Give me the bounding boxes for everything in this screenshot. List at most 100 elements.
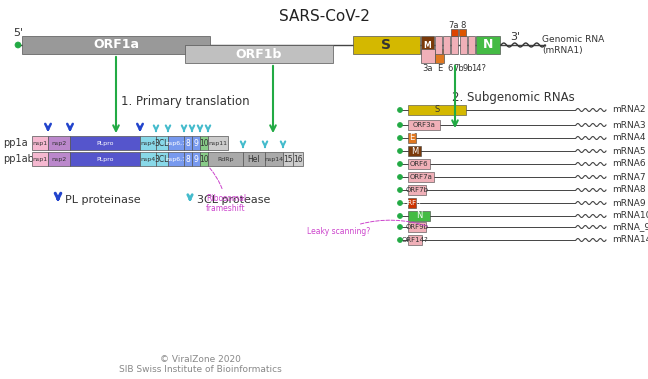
- Bar: [293, 152, 303, 166]
- Text: 9b: 9b: [463, 64, 473, 73]
- Bar: [408, 172, 434, 182]
- Text: SARS-CoV-2: SARS-CoV-2: [279, 9, 369, 24]
- Text: 10: 10: [199, 138, 209, 147]
- Bar: [184, 152, 192, 166]
- Bar: [168, 136, 184, 150]
- Text: M: M: [423, 41, 431, 50]
- Bar: [408, 185, 426, 195]
- Circle shape: [397, 224, 402, 230]
- Circle shape: [397, 161, 402, 166]
- Bar: [48, 136, 70, 150]
- Circle shape: [397, 136, 402, 141]
- Text: 3': 3': [510, 32, 520, 42]
- Text: mRNA_9b: mRNA_9b: [612, 222, 648, 232]
- Text: pp1ab: pp1ab: [3, 154, 34, 164]
- Text: ORF6: ORF6: [410, 161, 428, 167]
- Text: pp1a: pp1a: [3, 138, 28, 148]
- Text: mRNA5: mRNA5: [612, 147, 645, 155]
- Text: E: E: [437, 64, 443, 73]
- Text: nsp4: nsp4: [141, 141, 156, 146]
- Text: (mRNA1): (mRNA1): [542, 45, 583, 55]
- Text: nsp1: nsp1: [32, 141, 47, 146]
- Text: ORF9b: ORF9b: [406, 224, 428, 230]
- Bar: [408, 105, 466, 115]
- Text: ORF3a: ORF3a: [413, 122, 435, 128]
- Bar: [459, 29, 466, 36]
- Bar: [70, 136, 140, 150]
- Bar: [353, 36, 420, 54]
- Text: Hel: Hel: [248, 155, 260, 163]
- Text: 6: 6: [447, 64, 453, 73]
- Text: 15: 15: [283, 155, 293, 163]
- Bar: [443, 36, 450, 54]
- Text: ORF1a: ORF1a: [93, 39, 139, 52]
- Circle shape: [397, 213, 402, 219]
- Bar: [283, 152, 293, 166]
- Text: ORF7a: ORF7a: [410, 174, 432, 180]
- Text: mRNA8: mRNA8: [612, 185, 645, 194]
- Circle shape: [397, 149, 402, 153]
- Circle shape: [15, 42, 21, 48]
- Circle shape: [397, 238, 402, 243]
- Bar: [408, 198, 416, 208]
- Text: 3a: 3a: [422, 64, 434, 73]
- Bar: [460, 36, 467, 54]
- Text: ORF7b: ORF7b: [406, 187, 428, 193]
- Bar: [265, 152, 283, 166]
- Text: © ViralZone 2020: © ViralZone 2020: [159, 354, 240, 363]
- Bar: [408, 146, 421, 156]
- Text: 3CL: 3CL: [155, 138, 169, 147]
- Bar: [451, 36, 458, 54]
- Text: PLpro: PLpro: [97, 141, 114, 146]
- Text: 8: 8: [185, 138, 191, 147]
- Text: mRNA3: mRNA3: [612, 121, 645, 130]
- Bar: [156, 152, 168, 166]
- Circle shape: [397, 122, 402, 127]
- Text: nsp2: nsp2: [51, 141, 67, 146]
- Bar: [408, 133, 416, 143]
- Bar: [200, 136, 208, 150]
- Bar: [140, 152, 156, 166]
- Bar: [468, 36, 475, 54]
- Text: 9: 9: [194, 138, 198, 147]
- Text: N: N: [416, 211, 422, 221]
- Text: ORF1b: ORF1b: [236, 47, 282, 61]
- Text: mRNA9: mRNA9: [612, 199, 645, 207]
- Bar: [421, 36, 434, 54]
- Text: 8: 8: [460, 22, 466, 30]
- Bar: [32, 152, 48, 166]
- Text: 7b: 7b: [454, 64, 465, 73]
- Text: M: M: [411, 147, 418, 155]
- Text: mRNA6: mRNA6: [612, 160, 645, 169]
- Text: 3CL: 3CL: [155, 155, 169, 163]
- Bar: [208, 136, 228, 150]
- Text: nsp14: nsp14: [264, 157, 284, 161]
- Text: RdRp: RdRp: [217, 157, 234, 161]
- Text: PLpro: PLpro: [97, 157, 114, 161]
- Text: ORF14?: ORF14?: [402, 237, 428, 243]
- Text: nsp6,7: nsp6,7: [165, 141, 187, 146]
- Bar: [192, 136, 200, 150]
- Bar: [48, 152, 70, 166]
- Text: 8: 8: [185, 155, 191, 163]
- Text: mRNA7: mRNA7: [612, 172, 645, 182]
- Text: nsp6,7: nsp6,7: [165, 157, 187, 161]
- Bar: [32, 136, 48, 150]
- Bar: [22, 36, 210, 54]
- Circle shape: [397, 188, 402, 193]
- Bar: [200, 152, 208, 166]
- Text: 3CL protease: 3CL protease: [197, 195, 270, 205]
- Text: 5': 5': [13, 28, 23, 38]
- Text: mRNA10: mRNA10: [612, 211, 648, 221]
- Bar: [408, 211, 430, 221]
- Bar: [408, 222, 426, 232]
- Bar: [435, 49, 444, 63]
- Text: nsp11: nsp11: [209, 141, 227, 146]
- Text: 10: 10: [199, 155, 209, 163]
- Text: SIB Swiss Institute of Bioinformatics: SIB Swiss Institute of Bioinformatics: [119, 365, 281, 373]
- Text: ORF8: ORF8: [402, 200, 421, 206]
- Text: E: E: [410, 133, 415, 143]
- Text: 9: 9: [194, 155, 198, 163]
- Text: mRNA2: mRNA2: [612, 105, 645, 114]
- Text: N: N: [483, 39, 493, 52]
